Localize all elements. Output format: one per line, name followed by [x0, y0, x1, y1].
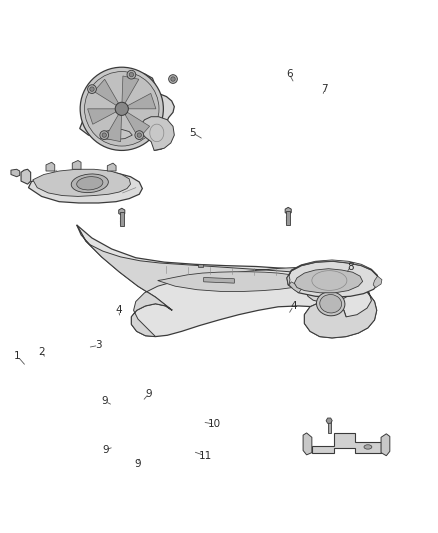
Polygon shape [204, 278, 234, 283]
Polygon shape [287, 261, 379, 297]
Text: 4: 4 [290, 301, 297, 311]
Circle shape [171, 77, 175, 81]
Circle shape [80, 67, 163, 150]
Polygon shape [11, 169, 20, 177]
Text: 1: 1 [14, 351, 21, 361]
Polygon shape [105, 115, 121, 142]
Circle shape [127, 70, 136, 79]
Polygon shape [312, 433, 381, 453]
Polygon shape [285, 207, 291, 214]
Polygon shape [158, 272, 306, 292]
Ellipse shape [71, 174, 108, 192]
Circle shape [129, 72, 134, 77]
Ellipse shape [364, 445, 372, 449]
Circle shape [102, 133, 106, 138]
Text: 9: 9 [134, 458, 141, 469]
Polygon shape [286, 211, 290, 225]
Circle shape [100, 131, 109, 140]
Ellipse shape [77, 176, 103, 190]
Polygon shape [294, 269, 363, 293]
Polygon shape [119, 208, 125, 215]
Polygon shape [80, 71, 174, 150]
Polygon shape [303, 433, 312, 455]
Circle shape [169, 75, 177, 84]
Polygon shape [381, 434, 390, 456]
Circle shape [90, 87, 94, 91]
Circle shape [85, 71, 159, 146]
Circle shape [137, 133, 141, 138]
Text: 11: 11 [198, 451, 212, 461]
Polygon shape [373, 276, 382, 287]
Ellipse shape [320, 295, 342, 313]
Text: 9: 9 [102, 397, 109, 406]
Polygon shape [198, 264, 203, 268]
Circle shape [135, 131, 144, 140]
Polygon shape [122, 76, 139, 103]
Text: 10: 10 [208, 419, 221, 429]
Text: 3: 3 [95, 341, 102, 350]
Text: 9: 9 [145, 389, 152, 399]
Text: 2: 2 [38, 347, 45, 357]
Polygon shape [88, 109, 116, 124]
Circle shape [115, 102, 128, 115]
Text: 6: 6 [286, 69, 293, 79]
Text: 5: 5 [189, 128, 196, 138]
Polygon shape [107, 163, 116, 171]
Polygon shape [326, 418, 332, 423]
Polygon shape [125, 112, 150, 139]
Polygon shape [28, 171, 142, 203]
Polygon shape [94, 79, 118, 106]
Polygon shape [101, 130, 132, 140]
Polygon shape [46, 162, 55, 171]
Polygon shape [33, 169, 131, 197]
Polygon shape [120, 212, 124, 226]
Text: 7: 7 [321, 84, 328, 94]
Text: 9: 9 [102, 445, 110, 455]
Polygon shape [127, 93, 156, 109]
Polygon shape [77, 225, 377, 338]
Circle shape [88, 85, 96, 93]
Polygon shape [77, 225, 377, 338]
Ellipse shape [317, 292, 345, 316]
Text: 4: 4 [115, 305, 122, 316]
Polygon shape [328, 421, 331, 433]
Polygon shape [289, 282, 301, 293]
Text: 8: 8 [347, 262, 354, 271]
Polygon shape [72, 160, 81, 169]
Polygon shape [21, 169, 31, 184]
Polygon shape [140, 117, 174, 150]
Polygon shape [287, 260, 378, 285]
